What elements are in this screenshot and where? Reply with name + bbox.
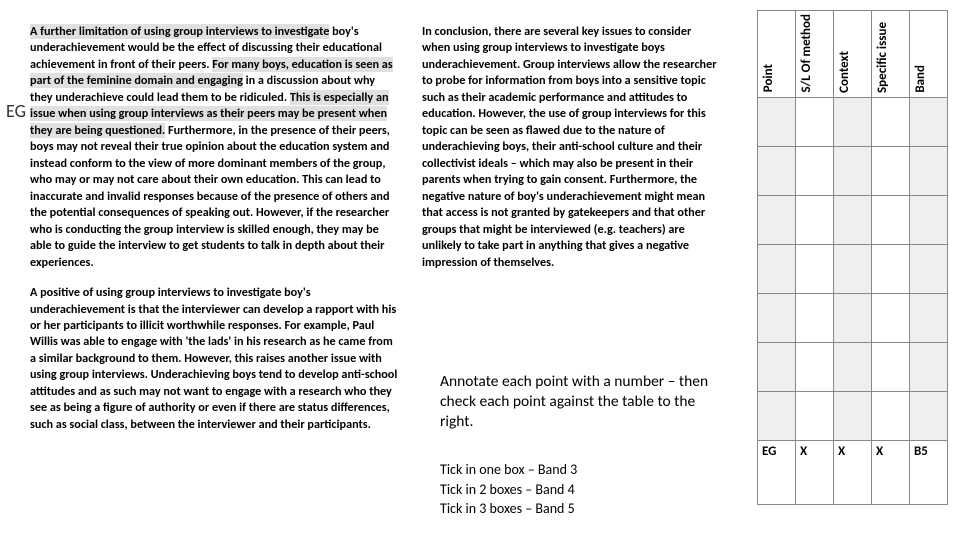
cell-eg-issue: X xyxy=(872,440,910,504)
rubric-table: Point S/L Of method Context Specific iss… xyxy=(757,10,948,505)
column-1: A further limitation of using group inte… xyxy=(30,24,398,433)
cell-eg-method: X xyxy=(796,440,834,504)
cell-eg-context: X xyxy=(834,440,872,504)
tick-line-2: Tick in 2 boxes – Band 4 xyxy=(440,480,710,500)
tick-line-1: Tick in one box – Band 3 xyxy=(440,460,710,480)
table-row xyxy=(758,391,948,440)
tick-legend: Tick in one box – Band 3 Tick in 2 boxes… xyxy=(440,460,710,519)
table-row-eg: EG X X X B5 xyxy=(758,440,948,504)
header-method: S/L Of method xyxy=(796,11,834,98)
header-context: Context xyxy=(834,11,872,98)
header-issue: Specific issue xyxy=(872,11,910,98)
header-band: Band xyxy=(910,11,948,98)
table-header-row: Point S/L Of method Context Specific iss… xyxy=(758,11,948,98)
annotate-instruction: Annotate each point with a number – then… xyxy=(440,372,710,432)
highlight-1: A further limitation of using group inte… xyxy=(30,24,329,39)
cell-eg-band: B5 xyxy=(910,440,948,504)
cell-eg-point: EG xyxy=(758,440,796,504)
table-row xyxy=(758,342,948,391)
table-row xyxy=(758,146,948,195)
tick-line-3: Tick in 3 boxes – Band 5 xyxy=(440,499,710,519)
col1-para-1: A further limitation of using group inte… xyxy=(30,24,398,271)
col1-para-2: A positive of using group interviews to … xyxy=(30,285,398,433)
table-row xyxy=(758,97,948,146)
eg-side-label: EG xyxy=(6,100,26,122)
column-2: In conclusion, there are several key iss… xyxy=(422,24,718,271)
col2-para-1: In conclusion, there are several key iss… xyxy=(422,24,718,271)
table-row xyxy=(758,195,948,244)
table-row xyxy=(758,244,948,293)
plain-3: Furthermore, in the presence of their pe… xyxy=(30,123,390,270)
header-point: Point xyxy=(758,11,796,98)
table-row xyxy=(758,293,948,342)
